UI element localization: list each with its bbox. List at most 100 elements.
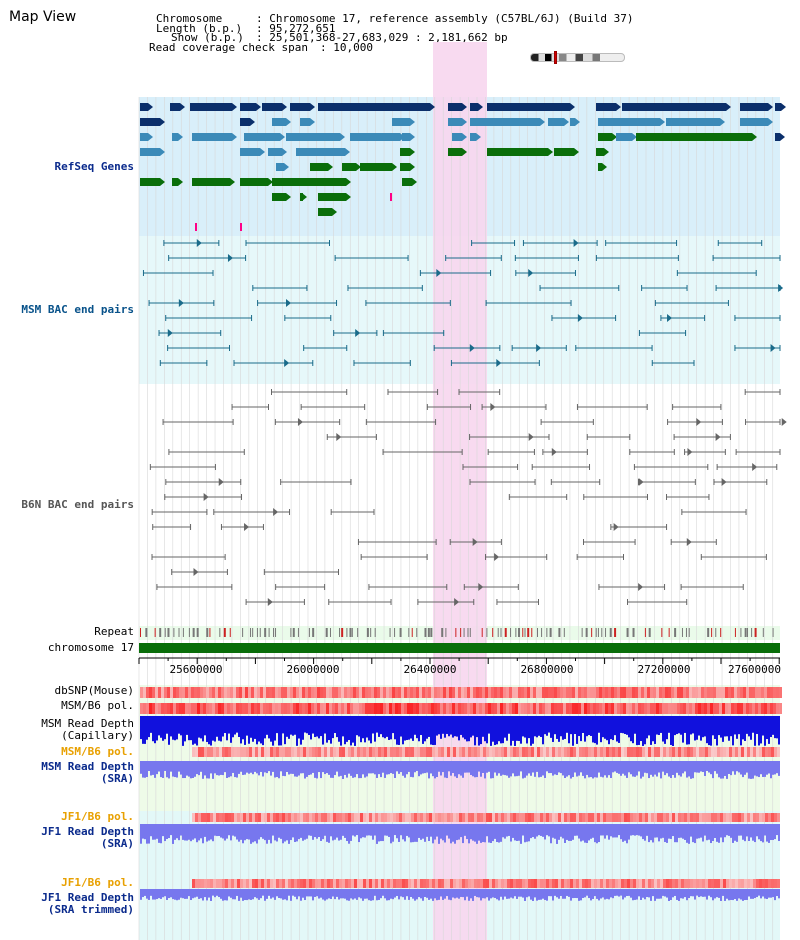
dbsnp-heat bbox=[449, 687, 452, 698]
msm-depth-capillary bbox=[446, 716, 448, 734]
msm-depth-sra bbox=[468, 761, 470, 773]
jf1-depth-sra bbox=[456, 824, 458, 841]
msm-depth-sra bbox=[494, 761, 496, 773]
repeat-mark bbox=[497, 628, 499, 637]
msm-depth-capillary bbox=[234, 716, 236, 735]
track-label-msm-depth-sra-sub: (SRA) bbox=[100, 772, 134, 785]
jf1-depth-trimmed bbox=[484, 889, 486, 899]
msm-depth-capillary bbox=[616, 716, 618, 742]
jf1-depth-sra bbox=[178, 824, 180, 841]
refseq-gene bbox=[775, 103, 781, 111]
msm-pol-heat bbox=[302, 703, 305, 714]
jf1-pol-heat bbox=[381, 813, 384, 822]
msm-depth-sra bbox=[402, 761, 404, 776]
refseq-marker bbox=[240, 223, 242, 231]
jf1-depth-trimmed bbox=[664, 889, 666, 897]
jf1-depth-sra bbox=[416, 824, 418, 842]
jf1-pol-heat bbox=[624, 813, 627, 822]
msm-pol-heat bbox=[617, 703, 620, 714]
repeat-mark bbox=[196, 628, 199, 637]
msm-depth-capillary bbox=[304, 716, 306, 733]
msm-depth-sra bbox=[156, 761, 158, 775]
msm-depth-sra bbox=[600, 761, 602, 777]
jf1-depth-trimmed bbox=[466, 889, 468, 897]
msm-depth-capillary bbox=[648, 716, 650, 736]
msm-depth-sra bbox=[198, 761, 200, 776]
jf1-pol-heat bbox=[417, 813, 420, 822]
jf1-pol-heat bbox=[393, 813, 396, 822]
refseq-gene-arrow bbox=[412, 178, 417, 186]
msm-depth-capillary bbox=[586, 716, 588, 737]
msm-depth-sra bbox=[700, 761, 702, 772]
msm-bac-pair-arrow bbox=[778, 284, 784, 292]
msm-pol-heat bbox=[701, 703, 704, 714]
jf1-depth-trimmed bbox=[764, 889, 766, 899]
msm-depth-capillary bbox=[576, 716, 578, 744]
dbsnp-heat bbox=[146, 687, 149, 698]
msm-depth-sra bbox=[466, 761, 468, 773]
msm-depth-capillary bbox=[520, 716, 522, 744]
msm-depth-sra bbox=[482, 761, 484, 773]
chromosome-ideogram[interactable] bbox=[530, 53, 625, 62]
jf1-pol-heat-2 bbox=[741, 879, 744, 888]
track-label-msm-bac[interactable]: MSM BAC end pairs bbox=[21, 303, 134, 316]
msm-depth-capillary bbox=[260, 716, 262, 744]
jf1-depth-trimmed bbox=[472, 889, 474, 901]
jf1-pol-heat-2 bbox=[675, 879, 678, 888]
msm-bac-pair-arrow bbox=[284, 359, 290, 367]
jf1-depth-sra bbox=[268, 824, 270, 840]
msm-pol-heat bbox=[473, 703, 476, 714]
dbsnp-heat bbox=[671, 687, 674, 698]
jf1-pol-heat-2 bbox=[402, 879, 405, 888]
msm-depth-sra bbox=[178, 761, 180, 772]
jf1-pol-heat-2 bbox=[651, 879, 654, 888]
jf1-pol-heat-2 bbox=[441, 879, 444, 888]
msm-bac-pair-arrow bbox=[536, 344, 542, 352]
jf1-depth-trimmed bbox=[586, 889, 588, 896]
msm-pol-heat bbox=[656, 703, 659, 714]
dbsnp-heat bbox=[221, 687, 224, 698]
b6n-bac-pair-arrow bbox=[696, 418, 702, 426]
dbsnp-heat bbox=[470, 687, 473, 698]
refseq-gene-arrow bbox=[726, 103, 731, 111]
msm-pol-heat-2 bbox=[216, 747, 219, 757]
msm-pol-heat-2 bbox=[630, 747, 633, 757]
refseq-gene-arrow bbox=[268, 178, 273, 186]
msm-depth-capillary bbox=[656, 716, 658, 735]
jf1-pol-heat-2 bbox=[390, 879, 393, 888]
msm-depth-capillary bbox=[452, 716, 454, 738]
refseq-gene bbox=[636, 133, 752, 141]
jf1-pol-heat-2 bbox=[495, 879, 498, 888]
msm-depth-capillary bbox=[434, 716, 436, 745]
msm-pol-heat bbox=[323, 703, 326, 714]
repeat-mark bbox=[460, 628, 462, 637]
jf1-depth-trimmed bbox=[216, 889, 218, 896]
jf1-pol-heat bbox=[657, 813, 660, 822]
msm-pol-heat bbox=[365, 703, 368, 714]
msm-pol-heat-2 bbox=[771, 747, 774, 757]
msm-pol-heat bbox=[140, 703, 143, 714]
jf1-pol-heat-2 bbox=[660, 879, 663, 888]
msm-pol-heat-2 bbox=[279, 747, 282, 757]
jf1-pol-heat bbox=[771, 813, 774, 822]
read-depth-profiles bbox=[140, 716, 780, 901]
refseq-genes-features bbox=[140, 103, 786, 231]
jf1-depth-trimmed bbox=[598, 889, 600, 901]
repeat-mark bbox=[188, 628, 190, 637]
msm-depth-capillary bbox=[450, 716, 452, 735]
jf1-depth-trimmed bbox=[626, 889, 628, 896]
chromosome-bar[interactable] bbox=[139, 643, 780, 653]
msm-depth-sra bbox=[188, 761, 190, 777]
jf1-depth-sra bbox=[726, 824, 728, 836]
jf1-pol-heat-2 bbox=[633, 879, 636, 888]
dbsnp-heat bbox=[536, 687, 539, 698]
msm-pol-heat-2 bbox=[441, 747, 444, 757]
jf1-depth-sra bbox=[768, 824, 770, 843]
msm-pol-heat-2 bbox=[339, 747, 342, 757]
track-label-refseq[interactable]: RefSeq Genes bbox=[54, 160, 134, 173]
jf1-depth-sra bbox=[264, 824, 266, 841]
dbsnp-heat bbox=[233, 687, 236, 698]
jf1-depth-sra bbox=[558, 824, 560, 840]
track-label-b6n-bac[interactable]: B6N BAC end pairs bbox=[21, 498, 134, 511]
refseq-gene bbox=[286, 133, 340, 141]
